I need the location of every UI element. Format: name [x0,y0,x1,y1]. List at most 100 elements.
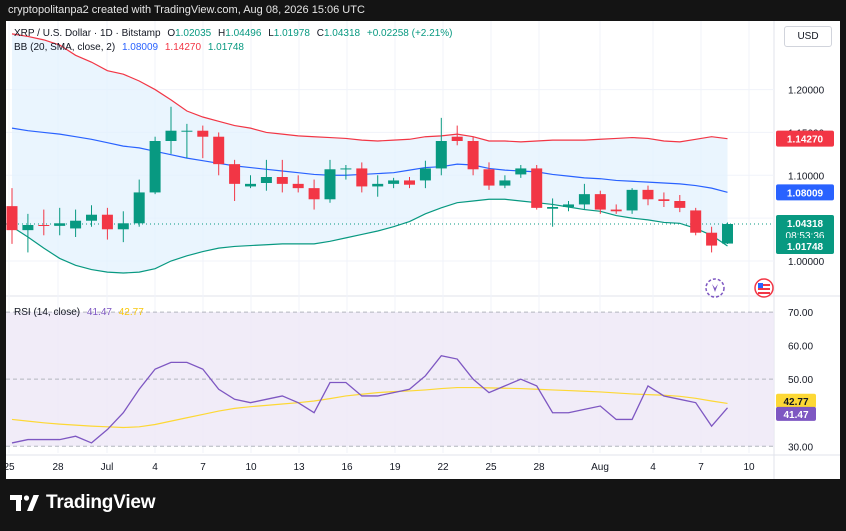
bb-basis-price-label: 1.08009 [787,188,824,199]
y-tick-label: 1.20000 [788,86,825,97]
x-tick-label: 25 [485,462,497,473]
candle-body [547,207,559,209]
candle [38,209,50,236]
candle [610,204,622,214]
legend-change: +0.02258 (+2.21%) [366,28,453,39]
candle [245,175,256,189]
bb-upper-price-label-bg [776,130,834,147]
y-tick-label: 1.00000 [788,257,825,268]
bb-lower-price-label: 1.01748 [787,242,824,253]
candle-body [133,192,145,224]
candle [197,125,209,159]
currency-button[interactable]: USD [784,26,832,47]
candle-body [86,214,97,221]
countdown-label: 08:53:36 [786,231,825,242]
candle [6,188,18,244]
legend-rsi-label: RSI (14, close) [14,307,81,318]
candle [54,207,66,236]
candle-body [197,130,209,137]
candle-body [340,168,352,170]
candle-body [245,183,256,187]
x-tick-label: 4 [650,462,656,473]
candle-body [563,204,574,207]
rsi-ma-value-label-bg [776,393,816,408]
legend-c-value: 1.04318 [323,28,361,39]
tradingview-logo[interactable]: TradingView [10,491,156,515]
candle [149,136,161,195]
candle-body [499,180,511,186]
sparkle-icon [705,278,725,298]
candle [86,205,97,227]
x-tick-label: 25 [6,462,15,473]
candle-body [165,130,177,141]
candle-body [308,188,320,200]
chart-svg[interactable]: 25 28 Jul 4 7 10 13 16 19 22 25 28 Aug 4 7 10 1.00000 1.0… [3,21,840,479]
candle-body [626,189,638,211]
legend-rsi-value: 41.47 [86,307,112,318]
legend-symbol-row: XRP / U.S. Dollar · 1D · Bitstamp O1.020… [14,28,457,39]
candle-body [674,201,686,208]
candle-body [149,141,161,193]
legend-bb-row[interactable]: BB (20, SMA, close, 2) 1.08009 1.14270 1… [14,42,248,53]
candle [435,117,447,176]
rsi-line [11,354,728,444]
chart-panel: 25 28 Jul 4 7 10 13 16 19 22 25 28 Aug 4 7 10 1.00000 1.0… [3,21,840,479]
rsi-value-label: 41.47 [783,410,808,421]
rsi-value-label-bg [776,406,816,421]
candle [626,188,638,214]
legend-o-value: 1.02035 [175,28,212,39]
candle [292,175,304,193]
candle-body [531,168,543,208]
close-price-label: 1.04318 [787,219,824,230]
legend-l-value: 1.01978 [273,28,310,39]
legend-h-label: H [218,28,226,39]
candle-body [229,164,241,184]
candle [165,106,177,154]
legend-rsi-row[interactable]: RSI (14, close) 41.47 42.77 [14,307,148,318]
candle-body [117,223,129,230]
legend-bb-lower: 1.01748 [207,42,244,53]
x-tick-label: Jul [101,462,114,473]
candle [499,175,511,189]
candle [404,177,415,189]
candle-body [515,168,527,175]
candle [356,162,368,193]
candle-body [356,168,368,187]
candle [22,213,34,253]
candle [515,165,527,178]
x-tick-label: 10 [245,462,257,473]
candle-body [610,209,622,212]
bb-upper-price-label: 1.14270 [787,135,824,146]
x-tick-label: 22 [437,462,449,473]
close-price-label-bg [776,214,834,243]
candle-body [722,223,733,244]
x-tick-label: 7 [200,462,206,473]
candle-body [6,206,18,231]
candle-body [690,210,702,233]
candle-body [276,177,288,184]
x-tick-label: 16 [341,462,353,473]
bb-lower-price-label-bg [776,238,834,255]
bb-upper-line [11,33,728,143]
legend-h-value: 1.04496 [225,28,262,39]
candle [340,165,352,180]
y-tick-label: 1.10000 [788,171,825,182]
candle-body [38,225,50,226]
x-tick-label: Aug [591,462,609,473]
rsi-ma-line [11,386,728,429]
x-tick-label: 28 [533,462,545,473]
candle [229,159,241,201]
legend-l-label: L [268,28,274,39]
candle-body [22,225,34,231]
candle-body [404,180,415,185]
legend-rsi-ma-value: 42.77 [118,307,144,318]
legend-bb-basis: 1.08009 [121,42,159,53]
bb-fill [12,33,728,273]
candle-body [70,220,82,229]
legend-title[interactable]: XRP / U.S. Dollar · 1D · Bitstamp [14,28,161,39]
bb-lower-line [11,198,728,274]
candle [674,195,686,213]
rsi-pane [6,311,774,447]
candle [722,222,733,245]
candle [706,226,718,253]
